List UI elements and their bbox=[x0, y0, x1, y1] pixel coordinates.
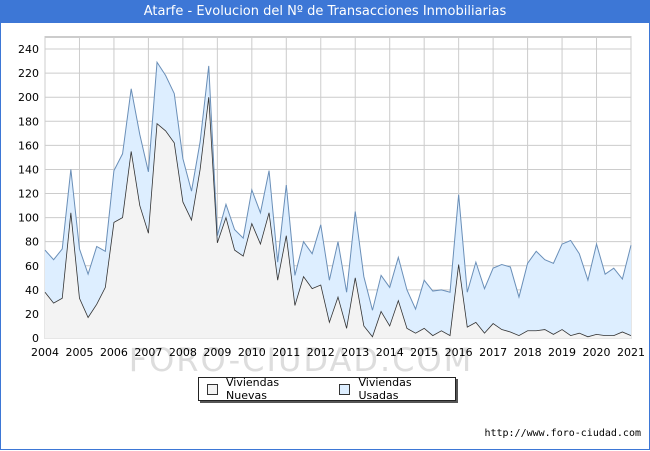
x-tick-label: 2009 bbox=[203, 346, 231, 359]
line-viviendas-nuevas bbox=[44, 97, 632, 338]
y-tick-label: 240 bbox=[18, 43, 39, 56]
legend-label-nuevas: Viviendas Nuevas bbox=[226, 376, 280, 402]
legend-label-usadas: Viviendas Usadas bbox=[358, 376, 412, 402]
x-tick-label: 2010 bbox=[238, 346, 266, 359]
y-axis-ticks: 0 20 40 60 80 100 120 140 160 180 200 220 240 bbox=[18, 43, 39, 345]
area-viviendas-nuevas bbox=[45, 97, 631, 338]
series-areas bbox=[44, 60, 632, 338]
x-tick-label: 2019 bbox=[548, 346, 576, 359]
x-tick-label: 2004 bbox=[31, 346, 59, 359]
x-tick-label: 2018 bbox=[514, 346, 542, 359]
y-tick-label: 200 bbox=[18, 91, 39, 104]
legend-swatch-usadas bbox=[339, 383, 351, 395]
legend-item-nuevas: Viviendas Nuevas bbox=[207, 376, 323, 402]
watermark-text: FORO-CIUDAD.COM bbox=[129, 341, 474, 379]
x-tick-label: 2006 bbox=[100, 346, 128, 359]
y-tick-label: 180 bbox=[18, 115, 39, 128]
y-tick-label: 60 bbox=[25, 260, 39, 273]
x-tick-label: 2017 bbox=[479, 346, 507, 359]
x-tick-label: 2020 bbox=[583, 346, 611, 359]
legend: Viviendas Nuevas Viviendas Usadas bbox=[198, 376, 456, 402]
line-viviendas-usadas bbox=[44, 60, 632, 311]
x-tick-label: 2011 bbox=[272, 346, 300, 359]
y-tick-label: 120 bbox=[18, 188, 39, 201]
source-credit: http://www.foro-ciudad.com bbox=[484, 428, 641, 439]
y-tick-label: 160 bbox=[18, 139, 39, 152]
chart-title: Atarfe - Evolucion del Nº de Transaccion… bbox=[1, 1, 649, 23]
x-tick-label: 2016 bbox=[445, 346, 473, 359]
x-tick-label: 2021 bbox=[617, 346, 645, 359]
y-tick-label: 80 bbox=[25, 236, 39, 249]
legend-swatch-nuevas bbox=[207, 383, 218, 395]
y-tick-label: 140 bbox=[18, 163, 39, 176]
x-tick-label: 2012 bbox=[307, 346, 335, 359]
x-tick-label: 2015 bbox=[410, 346, 438, 359]
x-axis-ticks: 2004 2005 2006 2007 2008 2009 2010 2011 2012 2013… bbox=[31, 346, 645, 359]
x-tick-label: 2013 bbox=[341, 346, 369, 359]
y-tick-label: 100 bbox=[18, 212, 39, 225]
x-tick-label: 2008 bbox=[169, 346, 197, 359]
x-tick-label: 2005 bbox=[65, 346, 93, 359]
x-tick-label: 2007 bbox=[134, 346, 162, 359]
y-tick-label: 220 bbox=[18, 67, 39, 80]
x-tick-label: 2014 bbox=[376, 346, 404, 359]
y-tick-label: 40 bbox=[25, 284, 39, 297]
legend-item-usadas: Viviendas Usadas bbox=[339, 376, 455, 402]
y-tick-label: 20 bbox=[25, 308, 39, 321]
y-tick-label: 0 bbox=[32, 332, 39, 345]
